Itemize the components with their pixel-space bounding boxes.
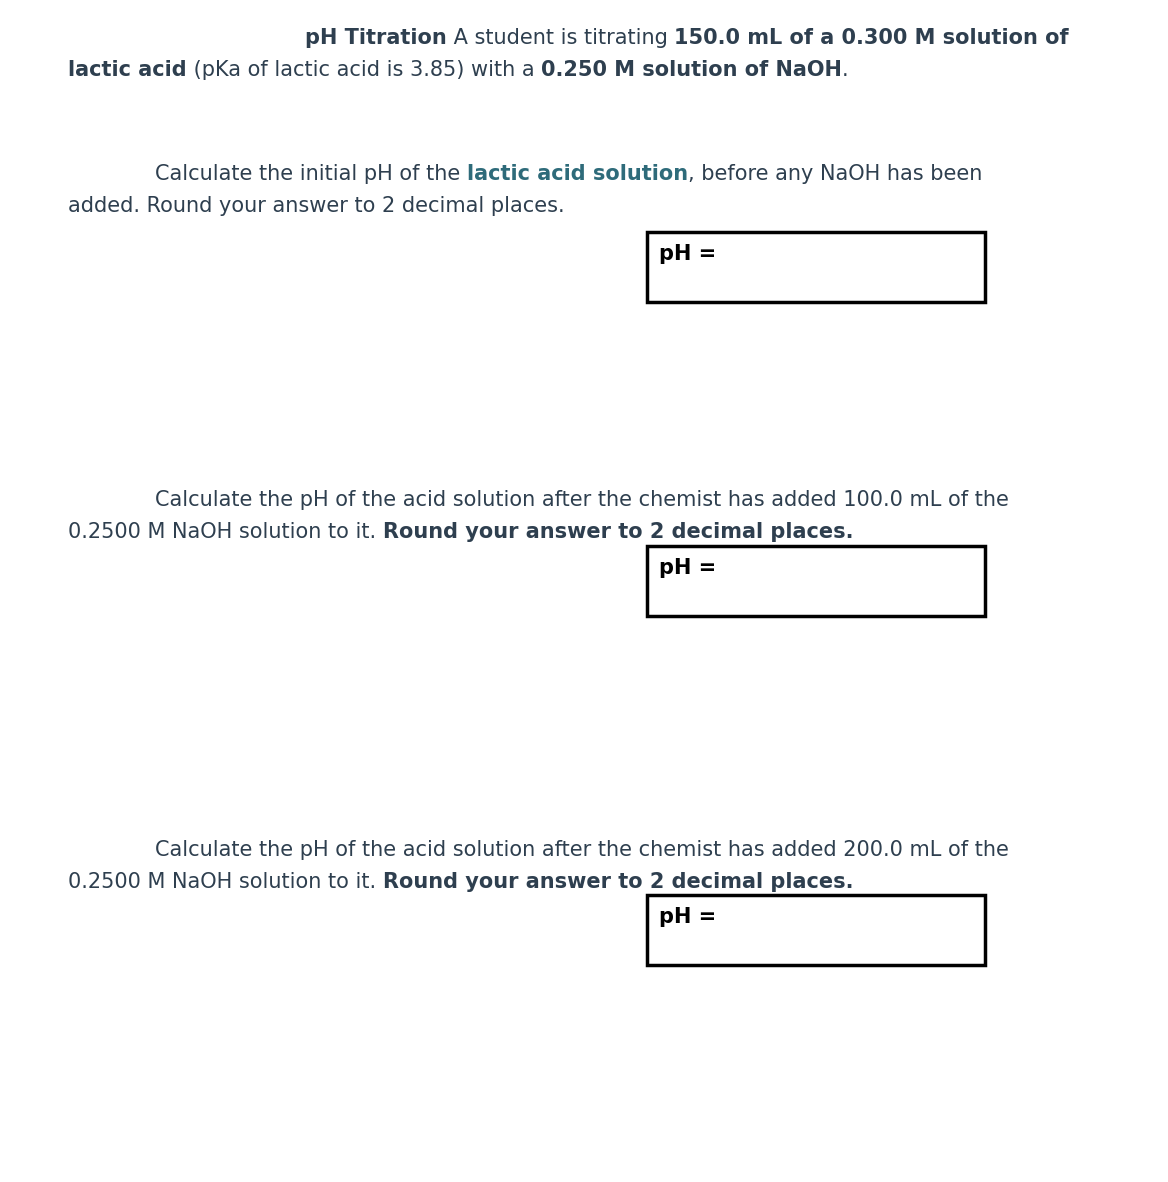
Text: pH =: pH = — [659, 243, 716, 264]
FancyBboxPatch shape — [647, 546, 985, 616]
Text: 0.2500 M NaOH solution to it.: 0.2500 M NaOH solution to it. — [68, 522, 383, 543]
Text: pH =: pH = — [659, 907, 716, 927]
Text: Calculate the pH of the acid solution after the chemist has added 200.0 mL of th: Calculate the pH of the acid solution af… — [155, 840, 1009, 860]
Text: A student is titrating: A student is titrating — [446, 28, 674, 48]
Text: pH Titration: pH Titration — [305, 28, 446, 48]
Text: (pKa of lactic acid is 3.85) with a: (pKa of lactic acid is 3.85) with a — [187, 60, 541, 80]
Text: .: . — [842, 60, 848, 80]
Text: lactic acid: lactic acid — [68, 60, 187, 80]
Text: pH =: pH = — [659, 558, 716, 578]
Text: Round your answer to 2 decimal places.: Round your answer to 2 decimal places. — [383, 522, 854, 543]
Text: lactic acid solution: lactic acid solution — [467, 164, 688, 184]
Text: 0.250 M solution of NaOH: 0.250 M solution of NaOH — [541, 60, 842, 80]
Text: Calculate the pH of the acid solution after the chemist has added 100.0 mL of th: Calculate the pH of the acid solution af… — [155, 491, 1009, 509]
Text: 0.2500 M NaOH solution to it.: 0.2500 M NaOH solution to it. — [68, 872, 383, 892]
FancyBboxPatch shape — [647, 895, 985, 965]
Text: , before any NaOH has been: , before any NaOH has been — [688, 164, 982, 184]
Text: Calculate the initial pH of the: Calculate the initial pH of the — [155, 164, 467, 184]
FancyBboxPatch shape — [647, 232, 985, 301]
Text: Round your answer to 2 decimal places.: Round your answer to 2 decimal places. — [383, 872, 854, 892]
Text: added. Round your answer to 2 decimal places.: added. Round your answer to 2 decimal pl… — [68, 196, 564, 216]
Text: 150.0 mL of a 0.300 M solution of: 150.0 mL of a 0.300 M solution of — [674, 28, 1069, 48]
